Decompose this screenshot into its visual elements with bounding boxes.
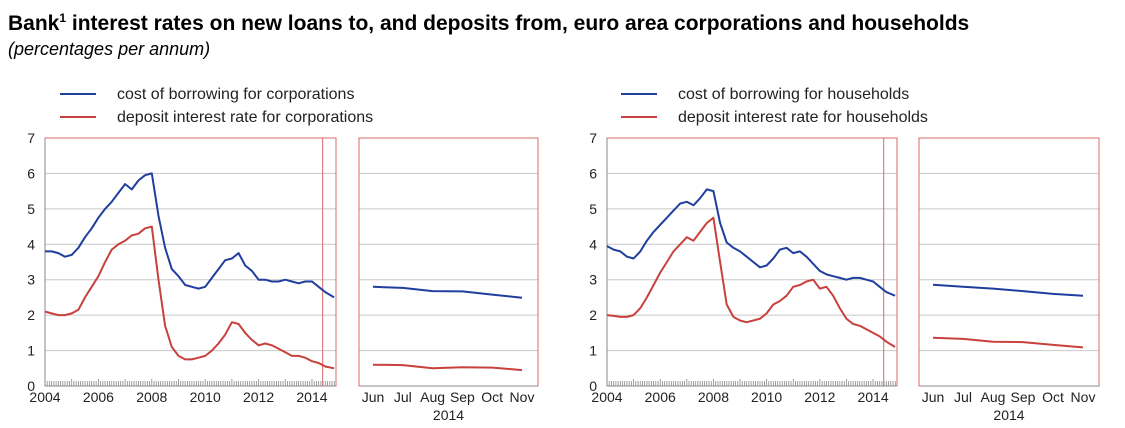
x-tick-label: 2012 <box>804 389 835 405</box>
x-tick-label: 2014 <box>296 389 327 405</box>
y-tick-label: 6 <box>589 165 597 181</box>
x-tick-label: 2008 <box>698 389 729 405</box>
long-run-frame <box>44 137 337 387</box>
y-tick-label: 1 <box>27 343 35 359</box>
zoom-x-tick-label: Aug <box>420 389 445 405</box>
y-tick-label: 5 <box>589 201 597 217</box>
zoom-x-tick-label: Oct <box>1042 389 1064 405</box>
y-tick-label: 1 <box>589 343 597 359</box>
zoom-x-tick-label: Jun <box>922 389 945 405</box>
x-tick-label: 2006 <box>83 389 114 405</box>
zoom-x-tick-label: Sep <box>1011 389 1036 405</box>
y-tick-label: 6 <box>27 165 35 181</box>
zoom-x-tick-label: Jun <box>362 389 385 405</box>
zoom-x-axis-year-label: 2014 <box>993 407 1024 423</box>
zoom-series-line-deposit <box>932 336 1084 349</box>
title-main: Bank <box>8 12 60 35</box>
zoom-frame <box>358 137 539 387</box>
zoom-x-tick-label: Oct <box>481 389 503 405</box>
legend-label-deposit: deposit interest rate for households <box>678 109 928 126</box>
y-tick-label: 3 <box>589 272 597 288</box>
x-tick-label: 2004 <box>29 389 60 405</box>
zoom-x-tick-label: Sep <box>450 389 475 405</box>
series-line-borrowing <box>45 172 335 299</box>
x-tick-label: 2010 <box>190 389 221 405</box>
zoom-x-tick-label: Jul <box>394 389 412 405</box>
zoom-series-line-deposit <box>372 363 523 372</box>
legend-label-borrowing: cost of borrowing for households <box>678 86 909 103</box>
title-footnote-marker: 1 <box>59 11 67 25</box>
series-line-deposit <box>606 216 896 348</box>
y-tick-label: 0 <box>589 378 597 394</box>
y-tick-label: 0 <box>27 378 35 394</box>
zoom-x-axis-year-label: 2014 <box>433 407 464 423</box>
x-tick-label: 2014 <box>857 389 888 405</box>
title-block: Bank1 interest rates on new loans to, an… <box>8 4 1118 60</box>
title-rest: interest rates on new loans to, and depo… <box>66 12 970 35</box>
y-tick-label: 7 <box>589 130 597 146</box>
x-tick-label: 2006 <box>645 389 676 405</box>
y-tick-label: 4 <box>589 236 597 252</box>
zoom-x-tick-label: Jul <box>954 389 972 405</box>
chart-subtitle: (percentages per annum) <box>8 39 211 59</box>
y-tick-label: 4 <box>27 236 35 252</box>
y-tick-label: 3 <box>27 272 35 288</box>
y-tick-label: 2 <box>27 307 35 323</box>
series-line-deposit <box>44 225 335 370</box>
y-tick-label: 2 <box>589 307 597 323</box>
legend-label-borrowing: cost of borrowing for corporations <box>117 86 354 103</box>
series-line-borrowing <box>606 188 896 297</box>
zoom-x-tick-label: Nov <box>1071 389 1096 405</box>
zoom-series-line-borrowing <box>372 285 523 299</box>
x-tick-label: 2004 <box>591 389 622 405</box>
chart-title: Bank1 interest rates on new loans to, an… <box>8 4 1118 38</box>
legend-label-deposit: deposit interest rate for corporations <box>117 109 373 126</box>
x-tick-label: 2010 <box>751 389 782 405</box>
zoom-x-tick-label: Nov <box>510 389 535 405</box>
x-tick-label: 2012 <box>243 389 274 405</box>
zoom-series-line-borrowing <box>932 283 1084 297</box>
zoom-frame <box>918 137 1100 387</box>
x-tick-label: 2008 <box>136 389 167 405</box>
y-tick-label: 7 <box>27 130 35 146</box>
zoom-x-tick-label: Aug <box>981 389 1006 405</box>
y-tick-label: 5 <box>27 201 35 217</box>
